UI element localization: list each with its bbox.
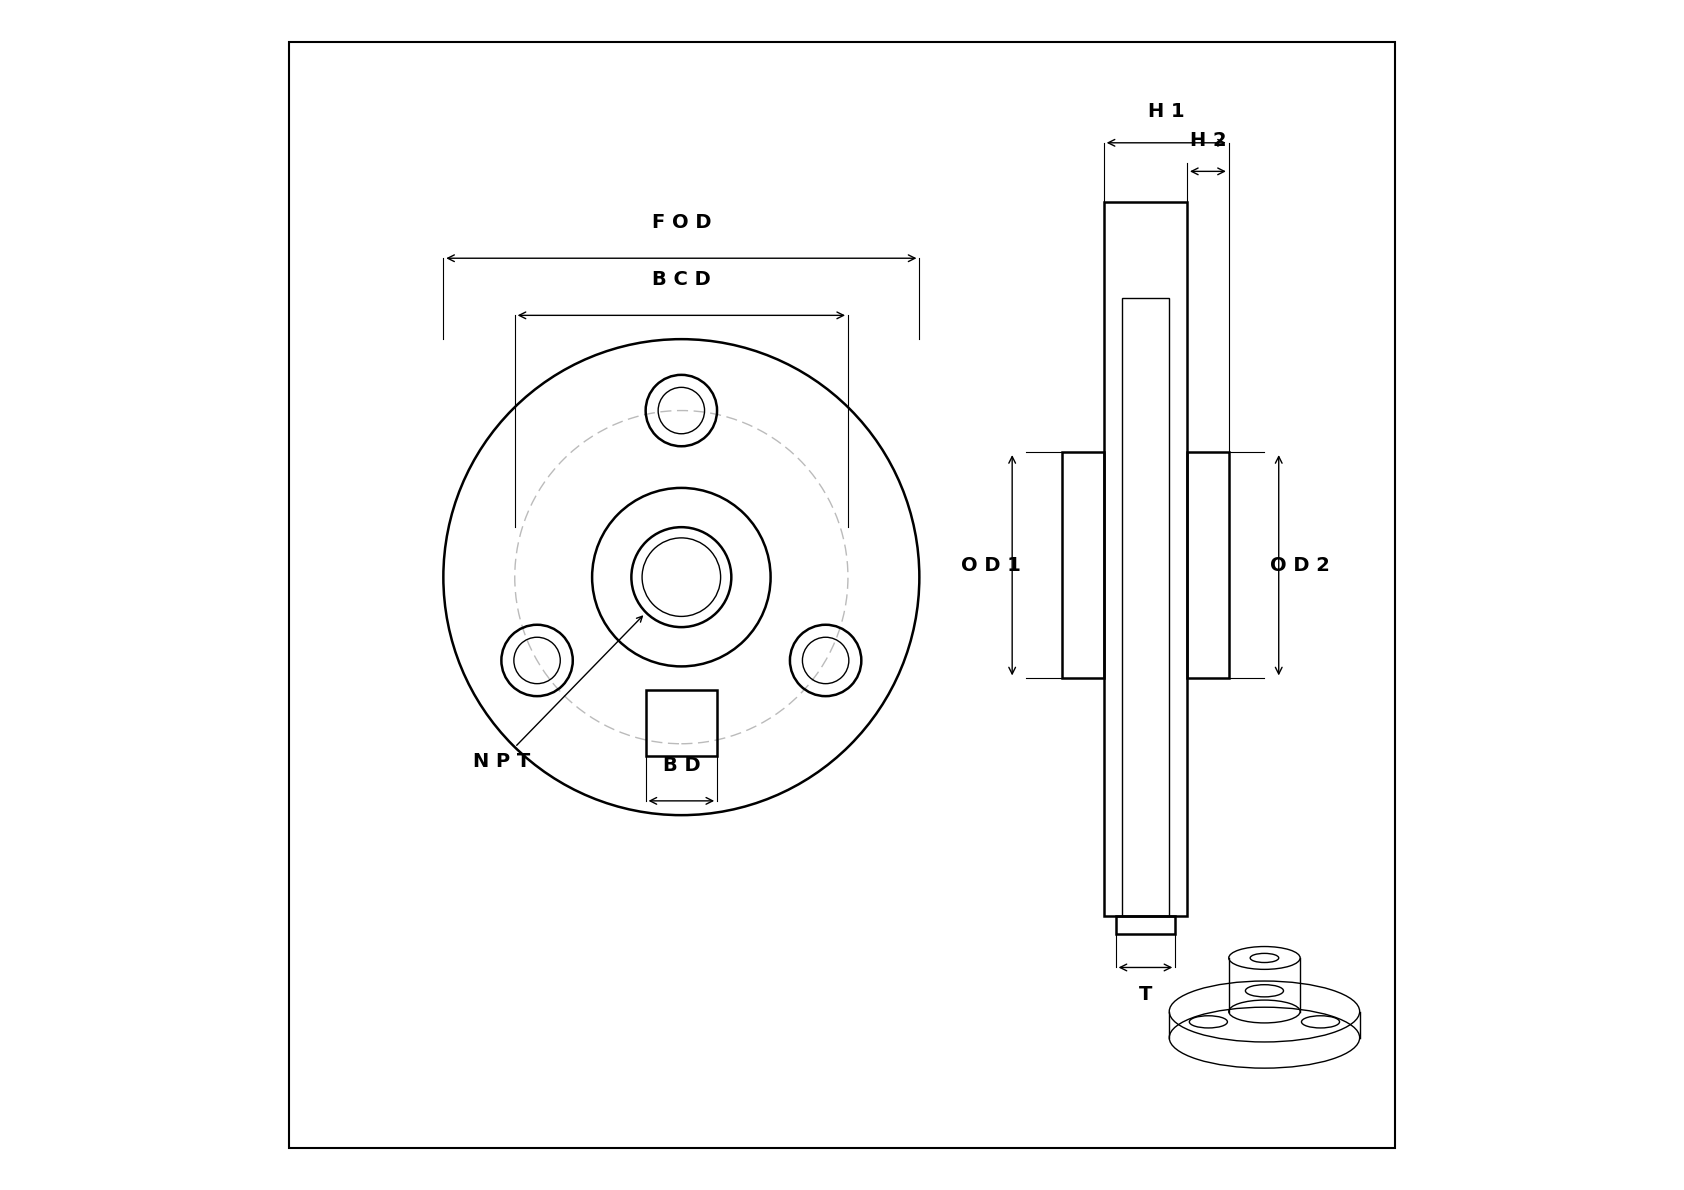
Bar [1063, 452, 1103, 678]
Text: B C D: B C D [652, 270, 711, 289]
Text: O D 2: O D 2 [1270, 556, 1330, 575]
Bar [1116, 916, 1175, 934]
Text: H 2: H 2 [1189, 131, 1226, 150]
Bar [1103, 202, 1187, 916]
Text: B D: B D [662, 756, 701, 775]
Text: O D 1: O D 1 [962, 556, 1021, 575]
Bar [1122, 298, 1169, 916]
Text: N P T: N P T [473, 752, 530, 771]
Bar [645, 690, 717, 756]
Text: F O D: F O D [652, 213, 711, 232]
Text: T: T [1138, 985, 1152, 1004]
Bar [1187, 452, 1229, 678]
Text: H 1: H 1 [1148, 102, 1184, 121]
